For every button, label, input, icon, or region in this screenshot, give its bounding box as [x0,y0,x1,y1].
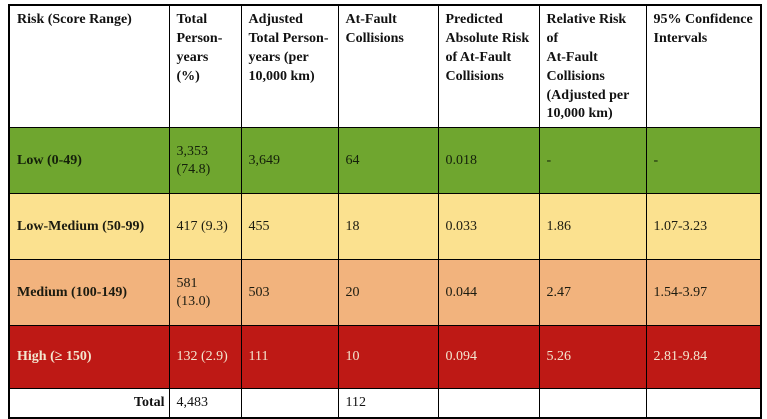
row-low: Low (0-49) 3,353 (74.8) 3,649 64 0.018 -… [8,127,762,195]
cell-confidence-interval: - [645,127,762,195]
cell-adjusted-person-years: 3,649 [240,127,339,195]
row-total: Total 4,483 112 [8,388,762,419]
row-low-medium: Low-Medium (50-99) 417 (9.3) 455 18 0.03… [8,193,762,261]
cell-relative-risk: 2.47 [538,259,647,327]
cell-confidence-interval: 2.81-9.84 [645,325,762,390]
cell-confidence-interval: 1.54-3.97 [645,259,762,327]
cell-adjusted-person-years: 503 [240,259,339,327]
cell-total-person-years: 417 (9.3) [168,193,242,261]
cell-total-person-years: 581 (13.0) [168,259,242,327]
cell-total-person-years: 132 (2.9) [168,325,242,390]
header-row: Risk (Score Range) Total Person- years (… [8,4,762,129]
row-medium: Medium (100-149) 581 (13.0) 503 20 0.044… [8,259,762,327]
header-at-fault-collisions: At-Fault Collisions [337,4,439,129]
cell-total-label: Total [8,388,170,419]
cell-confidence-interval-sum [645,388,762,419]
cell-at-fault-collisions: 20 [337,259,439,327]
cell-adjusted-person-years: 111 [240,325,339,390]
cell-relative-risk-sum [538,388,647,419]
cell-at-fault-collisions: 10 [337,325,439,390]
cell-predicted-absolute-risk: 0.094 [437,325,540,390]
cell-predicted-absolute-risk: 0.033 [437,193,540,261]
row-high: High (≥ 150) 132 (2.9) 111 10 0.094 5.26… [8,325,762,390]
cell-predicted-absolute-risk: 0.018 [437,127,540,195]
cell-at-fault-collisions: 18 [337,193,439,261]
cell-total-person-years-sum: 4,483 [168,388,242,419]
risk-score-table: Risk (Score Range) Total Person- years (… [8,4,762,419]
cell-total-person-years: 3,353 (74.8) [168,127,242,195]
cell-risk-label: Medium (100-149) [8,259,170,327]
cell-relative-risk: 1.86 [538,193,647,261]
header-total-person-years: Total Person- years (%) [168,4,242,129]
cell-predicted-absolute-risk: 0.044 [437,259,540,327]
cell-at-fault-collisions: 64 [337,127,439,195]
header-risk-score-range: Risk (Score Range) [8,4,170,129]
cell-relative-risk: 5.26 [538,325,647,390]
cell-risk-label: Low-Medium (50-99) [8,193,170,261]
header-confidence-intervals: 95% Confidence Intervals [645,4,762,129]
cell-predicted-absolute-risk-sum [437,388,540,419]
cell-confidence-interval: 1.07-3.23 [645,193,762,261]
header-predicted-absolute-risk: Predicted Absolute Risk of At-Fault Coll… [437,4,540,129]
cell-risk-label: Low (0-49) [8,127,170,195]
cell-relative-risk: - [538,127,647,195]
risk-table-container: Risk (Score Range) Total Person- years (… [8,4,762,419]
header-relative-risk: Relative Risk of At-Fault Collisions (Ad… [538,4,647,129]
cell-adjusted-person-years: 455 [240,193,339,261]
cell-at-fault-collisions-sum: 112 [337,388,439,419]
header-adjusted-person-years: Adjusted Total Person- years (per 10,000… [240,4,339,129]
cell-adjusted-person-years-sum [240,388,339,419]
cell-risk-label: High (≥ 150) [8,325,170,390]
